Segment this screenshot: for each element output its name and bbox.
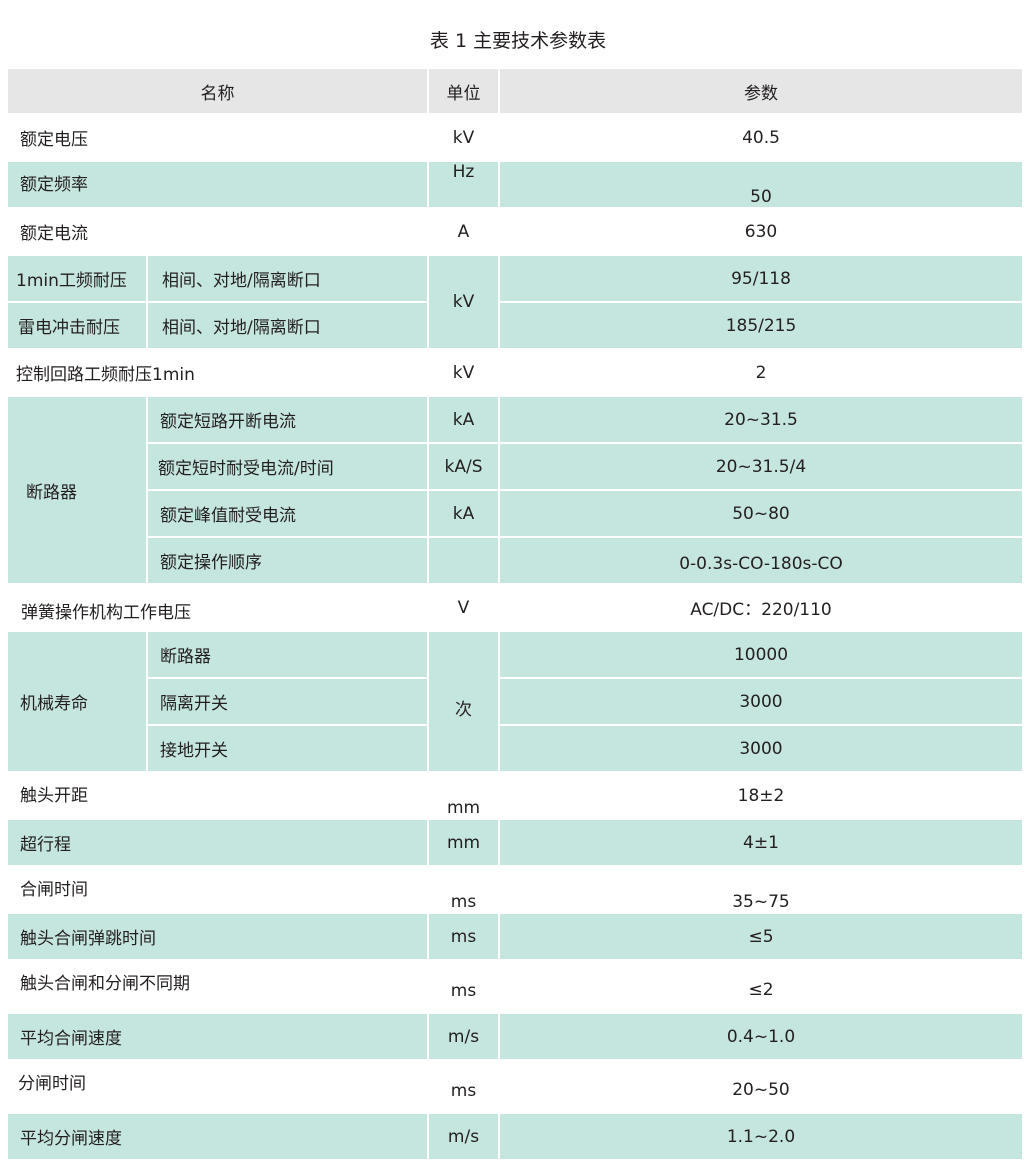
param-unit: m/s xyxy=(427,1112,500,1161)
param-name: 触头开距 xyxy=(6,771,429,820)
param-unit: mm xyxy=(427,818,500,867)
param-sub: 相间、对地/隔离断口 xyxy=(146,301,429,350)
param-unit: ms xyxy=(427,959,500,1014)
table-header: 名称 单位 参数 xyxy=(6,67,1024,115)
param-value: 185/215 xyxy=(498,301,1024,350)
param-name: 平均分闸速度 xyxy=(6,1112,429,1161)
param-value: 0.4~1.0 xyxy=(498,1012,1024,1061)
param-unit: kA xyxy=(427,489,500,538)
param-unit: m/s xyxy=(427,1012,500,1061)
param-unit: kV xyxy=(427,254,500,350)
param-unit: ms xyxy=(427,1059,500,1114)
param-value: ≤5 xyxy=(498,912,1024,961)
param-unit: kA/S xyxy=(427,442,500,491)
table-row: 额定频率 Hz 50 xyxy=(6,160,1024,209)
param-name: 平均合闸速度 xyxy=(6,1012,429,1061)
table-row: 额定电流 A 630 xyxy=(6,207,1024,256)
param-name: 额定电压 xyxy=(6,113,429,162)
param-value: 2 xyxy=(498,348,1024,397)
table-row: 控制回路工频耐压1min kV 2 xyxy=(6,348,1024,397)
table-title: 表 1 主要技术参数表 xyxy=(429,30,607,52)
param-sub: 额定短路开断电流 xyxy=(146,395,429,444)
param-value: 50 xyxy=(498,160,1024,209)
table-row: 触头合闸和分闸不同期 ms ≤2 xyxy=(6,959,1024,1014)
param-value: 0-0.3s-CO-180s-CO xyxy=(498,536,1024,585)
param-sub: 隔离开关 xyxy=(146,677,429,726)
table-row: 合闸时间 ms 35~75 xyxy=(6,865,1024,914)
param-unit: kA xyxy=(427,395,500,444)
param-sub: 额定峰值耐受电流 xyxy=(146,489,429,538)
spec-table: 名称 单位 参数 额定电压 kV 40.5 额定频率 Hz 50 额定电流 A 630 1m… xyxy=(6,67,1024,1161)
table-row: 断路器 额定短路开断电流 kA 20~31.5 xyxy=(6,395,1024,585)
param-value: AC/DC：220/110 xyxy=(498,583,1024,632)
table-row: 超行程 mm 4±1 xyxy=(6,818,1024,867)
param-value: 50~80 xyxy=(498,489,1024,538)
param-name: 额定电流 xyxy=(6,207,429,256)
table-row: 额定电压 kV 40.5 xyxy=(6,113,1024,162)
param-value: 40.5 xyxy=(498,113,1024,162)
table-row: 机械寿命 断路器次 10000 xyxy=(6,630,1024,773)
table-row: 接地开关 3000 xyxy=(7,724,1024,773)
param-name: 触头合闸弹跳时间 xyxy=(6,912,429,961)
param-name: 合闸时间 xyxy=(6,865,429,914)
table-row: 平均合闸速度 m/s 0.4~1.0 xyxy=(6,1012,1024,1061)
param-value: 3000 xyxy=(498,677,1024,726)
param-value: 630 xyxy=(498,207,1024,256)
header-unit: 单位 xyxy=(427,67,500,115)
param-value: 10000 xyxy=(498,630,1024,679)
param-value: 18±2 xyxy=(498,771,1024,820)
param-sub: 额定短时耐受电流/时间 xyxy=(146,442,429,491)
param-sub: 断路器 xyxy=(146,630,429,679)
param-name: 额定频率 xyxy=(6,160,429,209)
param-unit: ms xyxy=(427,865,500,914)
param-name: 超行程 xyxy=(6,818,429,867)
param-unit: kV xyxy=(427,113,500,162)
param-value: ≤2 xyxy=(498,959,1024,1014)
param-value: 35~75 xyxy=(498,865,1024,914)
table-row: 触头合闸弹跳时间 ms ≤5 xyxy=(6,912,1024,961)
param-value: 1.1~2.0 xyxy=(498,1112,1024,1161)
param-unit xyxy=(427,536,500,585)
param-unit: ms xyxy=(427,912,500,961)
param-name: 触头合闸和分闸不同期 xyxy=(6,959,429,1014)
table-row: 额定操作顺序 0-0.3s-CO-180s-CO xyxy=(7,536,1024,585)
header-name: 名称 xyxy=(6,67,429,115)
param-unit: kV xyxy=(427,348,500,397)
table-row: 额定短时耐受电流/时间 kA/S 20~31.5/4 xyxy=(7,442,1024,491)
param-value: 20~31.5 xyxy=(498,395,1024,444)
param-unit: mm xyxy=(427,771,500,820)
header-value: 参数 xyxy=(498,67,1024,115)
param-value: 20~50 xyxy=(498,1059,1024,1114)
param-name: 分闸时间 xyxy=(6,1059,429,1114)
param-name: 控制回路工频耐压1min xyxy=(6,348,429,397)
param-unit: Hz xyxy=(427,160,500,209)
param-name: 弹簧操作机构工作电压 xyxy=(6,583,429,632)
param-value: 4±1 xyxy=(498,818,1024,867)
param-unit: 次 xyxy=(427,630,500,773)
param-value: 95/118 xyxy=(498,254,1024,303)
table-row: 弹簧操作机构工作电压 V AC/DC：220/110 xyxy=(6,583,1024,632)
table-row: 雷电冲击耐压 相间、对地/隔离断口 185/215 xyxy=(6,301,1024,350)
table-row: 额定峰值耐受电流 kA 50~80 xyxy=(7,489,1024,538)
param-unit: V xyxy=(427,583,500,632)
table-row: 分闸时间 ms 20~50 xyxy=(6,1059,1024,1114)
param-name: 1min工频耐压 xyxy=(6,254,148,303)
table-row: 触头开距 mm 18±2 xyxy=(6,771,1024,820)
param-sub: 相间、对地/隔离断口 xyxy=(146,254,429,303)
table-row: 隔离开关 3000 xyxy=(7,677,1024,726)
table-row: 1min工频耐压 相间、对地/隔离断口 kV 95/118 xyxy=(6,254,1024,350)
param-unit: A xyxy=(427,207,500,256)
param-group: 机械寿命 xyxy=(6,630,148,773)
param-sub: 接地开关 xyxy=(146,724,429,773)
param-group: 断路器 xyxy=(6,395,148,585)
param-sub: 额定操作顺序 xyxy=(146,536,429,585)
param-value: 3000 xyxy=(498,724,1024,773)
table-row: 平均分闸速度 m/s 1.1~2.0 xyxy=(6,1112,1024,1161)
param-name: 雷电冲击耐压 xyxy=(6,301,148,350)
param-value: 20~31.5/4 xyxy=(498,442,1024,491)
